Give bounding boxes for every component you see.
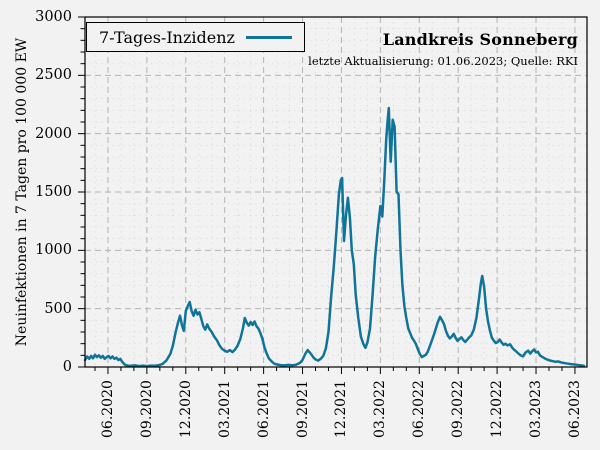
legend-line-swatch bbox=[245, 35, 292, 39]
x-tick-label: 06.2020 bbox=[99, 380, 116, 438]
x-tick-label: 03.2021 bbox=[216, 380, 233, 438]
y-tick-label: 0 bbox=[62, 359, 72, 375]
legend: 7-Tages-Inzidenz bbox=[86, 22, 305, 52]
y-tick-label: 2000 bbox=[35, 125, 72, 142]
incidence-line bbox=[83, 106, 586, 368]
y-tick-label: 2500 bbox=[35, 67, 72, 84]
title-block: Landkreis Sonneberg letzte Aktualisierun… bbox=[308, 31, 578, 67]
x-tick-label: 06.2022 bbox=[411, 380, 428, 438]
x-tick-label: 09.2020 bbox=[138, 380, 155, 438]
x-tick-label: 09.2022 bbox=[450, 380, 467, 438]
y-tick-label: 500 bbox=[44, 300, 72, 317]
y-tick-label: 3000 bbox=[35, 9, 72, 25]
x-tick-label: 03.2023 bbox=[528, 380, 545, 438]
chart-subtitle: letzte Aktualisierung: 01.06.2023; Quell… bbox=[308, 53, 578, 68]
x-tick-label: 06.2021 bbox=[255, 380, 272, 438]
x-tick-label: 12.2022 bbox=[489, 380, 506, 438]
y-tick-label: 1500 bbox=[35, 184, 72, 200]
x-tick-label: 12.2021 bbox=[333, 380, 350, 438]
x-tick-label: 06.2023 bbox=[566, 380, 583, 438]
plot-area bbox=[78, 16, 588, 374]
x-tick-label: 12.2020 bbox=[177, 380, 194, 438]
legend-label: 7-Tages-Inzidenz bbox=[99, 27, 235, 47]
y-tick-label: 1000 bbox=[35, 242, 72, 259]
x-tick-label: 09.2021 bbox=[294, 380, 311, 438]
x-tick-label: 03.2022 bbox=[372, 380, 389, 438]
chart-title: Landkreis Sonneberg bbox=[382, 30, 578, 49]
